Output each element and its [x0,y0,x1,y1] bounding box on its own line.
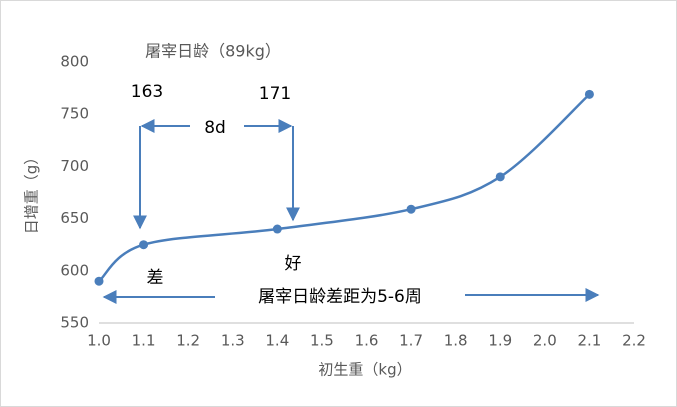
y-tick-label: 650 [60,209,89,227]
point [272,224,282,234]
x-tick-label: 1.3 [221,332,245,350]
x-tick-label: 2.0 [533,332,557,350]
y-tick-label: 550 [60,314,89,332]
x-tick-label: 1.9 [488,332,512,350]
point [406,204,416,214]
y-tick-label: 600 [60,261,89,279]
x-axis-label: 初生重（kg） [318,361,411,379]
x-tick-label: 1.7 [399,332,423,350]
point [94,276,104,286]
annotation: 屠宰日龄差距为5-6周 [258,287,422,307]
x-tick-label: 1.6 [355,332,379,350]
y-tick-label: 750 [60,105,89,123]
x-tick-label: 1.1 [132,332,156,350]
x-tick-label: 1.2 [176,332,200,350]
chart-title: 屠宰日龄（89kg） [145,42,281,61]
x-tick-label: 1.4 [265,332,289,350]
x-tick-label: 2.2 [622,332,646,350]
point [584,89,594,99]
annotation: 171 [259,84,291,104]
y-tick-label: 700 [60,157,89,175]
point [495,172,505,182]
y-axis-label: 日增重（g） [23,150,41,235]
annotation: 差 [147,268,164,288]
x-tick-label: 2.1 [577,332,601,350]
annotation: 好 [285,254,302,274]
x-tick-label: 1.8 [444,332,468,350]
x-tick-label: 1.0 [87,332,111,350]
annotation: 163 [131,82,163,102]
point [139,240,149,250]
y-tick-label: 800 [60,53,89,71]
annotation: 8d [204,118,226,138]
x-tick-label: 1.5 [310,332,334,350]
